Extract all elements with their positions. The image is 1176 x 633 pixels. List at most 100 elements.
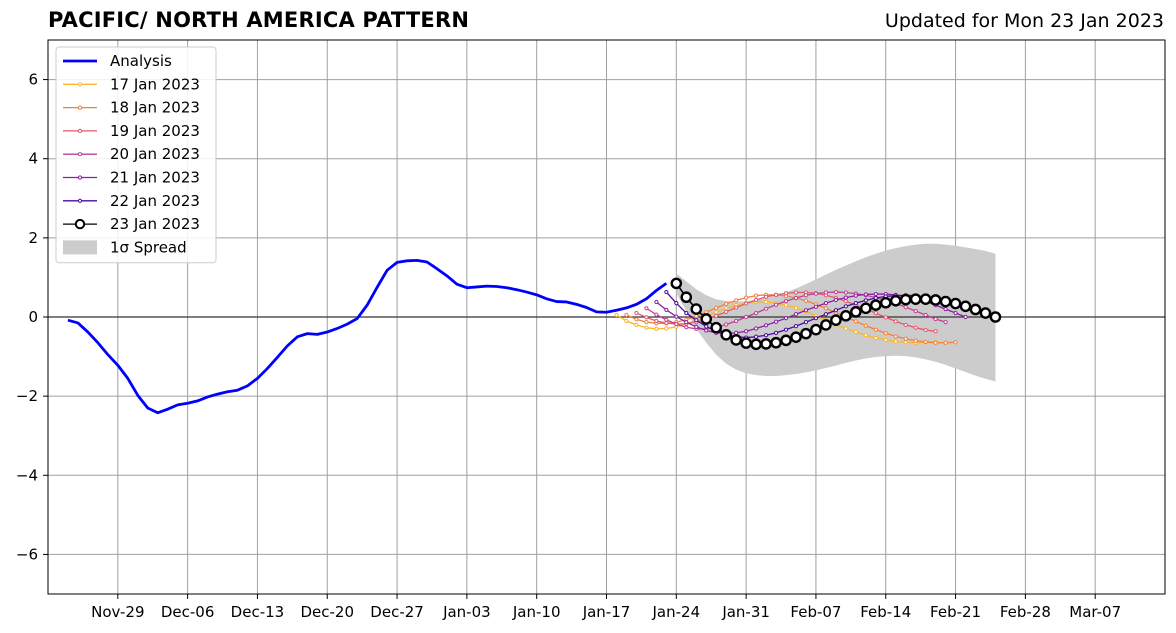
data-point [943, 320, 948, 325]
x-tick-label: Dec-27 [370, 603, 424, 621]
data-point [734, 305, 739, 310]
data-point [923, 312, 928, 318]
data-point [664, 326, 669, 331]
data-point [790, 331, 802, 343]
x-tick-label: Jan-31 [721, 603, 770, 621]
data-point [933, 329, 938, 334]
x-tick-label: Jan-10 [512, 603, 561, 621]
data-point [763, 306, 769, 311]
data-point [763, 294, 769, 299]
data-point [913, 325, 918, 330]
data-point [734, 330, 739, 335]
data-point [714, 313, 719, 318]
updated-date-label: Updated for Mon 23 Jan 2023 [884, 10, 1164, 32]
data-point [783, 291, 789, 296]
data-point [783, 316, 789, 321]
legend-entry: 23 Jan 2023 [63, 215, 200, 233]
data-point [823, 306, 829, 311]
data-point [783, 303, 789, 308]
legend-swatch [63, 240, 97, 255]
data-point [823, 301, 829, 306]
legend-label: 17 Jan 2023 [110, 75, 200, 93]
data-point [793, 295, 799, 301]
data-point [953, 340, 958, 345]
data-point [893, 339, 898, 344]
legend-marker [77, 128, 83, 133]
data-point [823, 312, 829, 317]
data-point [873, 291, 878, 297]
legend-marker [77, 82, 83, 87]
data-point [674, 301, 679, 306]
data-point [664, 289, 669, 295]
data-point [853, 319, 858, 324]
data-point [734, 318, 739, 324]
data-point [773, 292, 779, 297]
data-point [873, 295, 878, 301]
data-point [770, 336, 782, 349]
data-point [753, 297, 759, 303]
data-point [780, 334, 792, 347]
x-tick-label: Feb-14 [860, 603, 911, 621]
data-point [680, 291, 693, 304]
data-point [903, 336, 908, 341]
data-point [664, 307, 669, 312]
data-point [760, 338, 772, 350]
x-tick-label: Feb-28 [1000, 603, 1051, 621]
data-point [923, 327, 928, 333]
data-point [863, 333, 868, 338]
data-point [704, 328, 709, 333]
data-point [670, 277, 683, 290]
data-point [800, 327, 812, 340]
legend-marker [77, 175, 83, 180]
legend-label: Analysis [110, 52, 172, 70]
data-point [840, 310, 852, 322]
data-point [823, 290, 829, 295]
data-point [744, 314, 749, 320]
data-point [654, 326, 659, 331]
data-point [730, 334, 742, 346]
y-tick-label: 2 [28, 229, 38, 247]
data-point [903, 305, 908, 310]
data-point [694, 324, 699, 329]
data-point [923, 339, 928, 345]
data-point [813, 316, 819, 321]
data-point [873, 310, 878, 316]
data-point [853, 293, 858, 298]
data-point [773, 302, 779, 307]
series-line [67, 259, 668, 415]
data-point [803, 298, 809, 303]
data-point [959, 300, 972, 313]
data-point [744, 329, 749, 334]
data-point [684, 310, 689, 316]
data-point [720, 329, 732, 341]
data-point [933, 316, 938, 322]
chart-title: PACIFIC/ NORTH AMERICA PATTERN [48, 8, 470, 32]
data-point [793, 324, 799, 329]
data-point [654, 299, 659, 305]
data-point [773, 330, 779, 335]
data-point [624, 318, 629, 324]
data-point [813, 291, 819, 296]
x-tick-label: Jan-17 [582, 603, 631, 621]
data-point [903, 322, 908, 328]
data-point [724, 306, 729, 311]
legend-entry: 1σ Spread [63, 238, 187, 256]
data-point [833, 308, 838, 313]
legend-entry: 18 Jan 2023 [63, 99, 200, 117]
data-point [634, 322, 639, 328]
data-point [803, 293, 809, 298]
data-point [753, 293, 759, 298]
data-point [744, 301, 749, 306]
legend-label: 19 Jan 2023 [110, 122, 200, 140]
data-point [899, 293, 912, 306]
data-point [909, 293, 922, 305]
legend-label: 20 Jan 2023 [110, 145, 200, 163]
series-layer [67, 259, 1002, 415]
data-point [873, 335, 878, 341]
y-tick-label: 4 [28, 150, 38, 168]
data-point [684, 320, 689, 325]
x-axis: Nov-29 Dec-06 Dec-13 Dec-20 Dec-27 Jan-03 Jan-… [91, 594, 1121, 621]
data-point [939, 295, 952, 308]
data-point [843, 290, 848, 295]
